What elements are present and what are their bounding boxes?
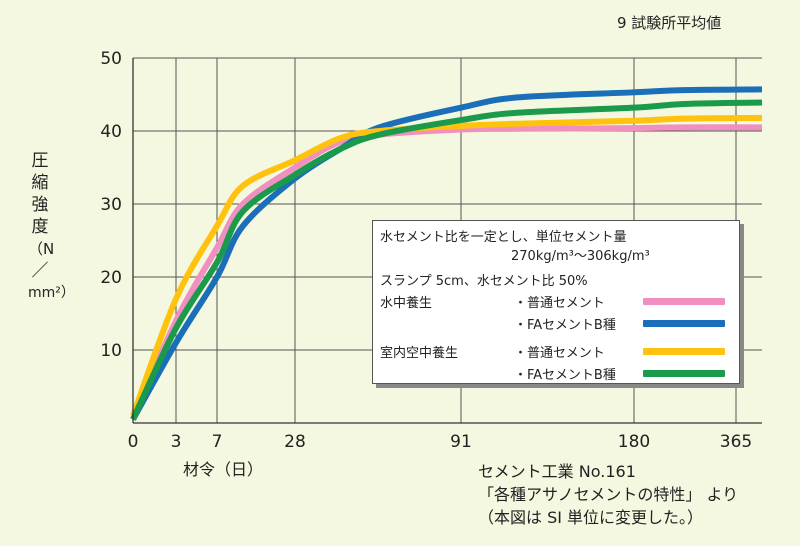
- legend-swatch: [643, 348, 725, 355]
- x-tick-label: 28: [284, 432, 306, 452]
- legend-entry: ・FAセメントB種: [514, 318, 616, 333]
- legend-group: 水中養生: [380, 296, 433, 311]
- y-axis-label-char: 度: [31, 217, 49, 237]
- y-axis-label-char: 縮: [31, 173, 49, 193]
- legend-swatch: [643, 320, 725, 327]
- note: 9 試験所平均値: [617, 14, 722, 32]
- x-tick-label: 3: [171, 432, 182, 452]
- y-tick-label: 50: [100, 49, 122, 69]
- y-axis-label-char: 強: [31, 195, 49, 215]
- tick-labels: 0 3 7 28 91 180 365 10 20 30 40 50: [100, 49, 752, 452]
- source-line: 「各種アサノセメントの特性」 より: [478, 485, 739, 504]
- y-tick-label: 30: [100, 195, 122, 215]
- legend-row: ・FAセメントB種: [373, 364, 739, 384]
- y-tick-label: 40: [100, 122, 122, 142]
- axes: [132, 58, 762, 424]
- x-tick-label: 180: [618, 432, 650, 452]
- y-axis-label: 圧 縮 強 度 （N ／ mm²）: [28, 150, 75, 304]
- legend-condition: スランプ 5cm、水セメント比 50%: [380, 274, 588, 289]
- series-line: [130, 114, 763, 417]
- source-note: セメント工業 No.161 「各種アサノセメントの特性」 より （本図は SI …: [478, 460, 738, 529]
- legend-row: 室内空中養生 ・普通セメント: [373, 342, 739, 362]
- legend-group: 室内空中養生: [380, 346, 459, 361]
- series-line: [130, 99, 763, 421]
- x-tick-label: 91: [450, 432, 472, 452]
- legend-entry: ・普通セメント: [514, 346, 605, 361]
- legend-swatch: [643, 370, 725, 377]
- legend-condition: 水セメント比を一定とし、単位セメント量: [380, 230, 627, 245]
- x-axis-label: 材令（日）: [183, 460, 264, 479]
- legend-entry: ・FAセメントB種: [514, 368, 616, 383]
- y-axis-label-char: 圧: [31, 151, 49, 171]
- legend-entry: ・普通セメント: [514, 296, 605, 311]
- y-axis-label-char: ／: [31, 261, 49, 281]
- x-tick-label: 0: [128, 432, 139, 452]
- x-tick-label: 365: [720, 432, 752, 452]
- source-line: セメント工業 No.161: [478, 462, 636, 481]
- legend: 水セメント比を一定とし、単位セメント量 270kg/m³～306kg/m³ スラ…: [372, 220, 740, 384]
- y-axis-label-char: mm²）: [28, 285, 75, 301]
- y-axis-label-char: （N: [28, 240, 55, 258]
- y-tick-label: 20: [100, 268, 122, 288]
- y-tick-label: 10: [100, 341, 122, 361]
- legend-condition: 270kg/m³～306kg/m³: [511, 249, 650, 264]
- legend-swatch: [643, 298, 725, 305]
- legend-row: ・FAセメントB種: [373, 314, 739, 334]
- series-lines: [130, 86, 763, 421]
- legend-row: 水中養生 ・普通セメント: [373, 292, 739, 312]
- source-line: （本図は SI 単位に変更した。）: [478, 508, 704, 527]
- x-tick-label: 7: [212, 432, 223, 452]
